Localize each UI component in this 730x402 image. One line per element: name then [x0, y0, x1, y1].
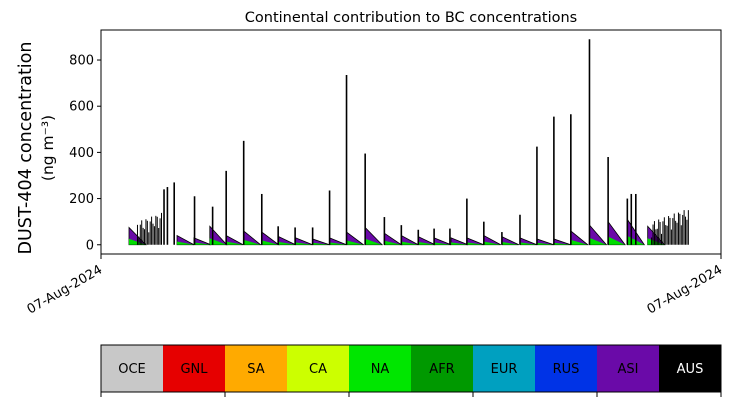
- legend-label-sa: SA: [247, 362, 264, 377]
- legend-swatch-rus: [535, 345, 597, 392]
- legend-swatch-eur: [473, 345, 535, 392]
- continent-color-legend: OCE GNL SA CA NA AFR EUR RUS ASI AUS: [100, 344, 722, 397]
- na-contribution-area: [312, 242, 330, 245]
- legend-frame: [100, 344, 722, 393]
- legend-label-eur: EUR: [491, 362, 518, 377]
- na-contribution-area: [346, 240, 364, 245]
- na-contribution-area: [434, 242, 452, 245]
- na-contribution-area: [466, 242, 484, 245]
- area-layer: [128, 210, 689, 246]
- na-contribution-area: [278, 241, 296, 245]
- x-tick-label: 07-Aug-2024: [25, 262, 105, 317]
- legend-swatch-na: [349, 345, 411, 392]
- na-contribution-area: [589, 237, 607, 245]
- y-axis-label: DUST-404 concentration (ng m⁻³): [16, 42, 57, 255]
- x-axis-ticks: 07-Aug-2024 07-Aug-2024: [25, 254, 725, 318]
- y-tick-label: 600: [69, 100, 94, 115]
- na-contribution-area: [329, 242, 347, 245]
- na-contribution-area: [553, 242, 571, 245]
- legend-swatch-afr: [411, 345, 473, 392]
- na-contribution-area: [243, 239, 261, 245]
- legend-label-asi: ASI: [618, 362, 639, 377]
- na-contribution-area: [365, 238, 383, 245]
- legend-swatch-oce: [101, 345, 163, 392]
- y-tick-label: 400: [69, 146, 94, 161]
- legend-label-ca: CA: [309, 362, 327, 377]
- y-axis-label-line1: DUST-404 concentration: [16, 42, 36, 255]
- na-contribution-area: [226, 241, 244, 245]
- na-contribution-area: [608, 236, 626, 245]
- na-contribution-area: [519, 242, 537, 245]
- legend-label-gnl: GNL: [180, 362, 208, 377]
- legend-label-afr: AFR: [429, 362, 454, 377]
- legend-label-rus: RUS: [553, 362, 580, 377]
- na-contribution-area: [483, 241, 501, 245]
- legend-label-oce: OCE: [118, 362, 146, 377]
- na-contribution-area: [384, 240, 402, 245]
- legend-swatch-aus: [659, 345, 721, 392]
- spike-layer: [163, 39, 637, 245]
- na-contribution-area: [418, 241, 436, 245]
- y-tick-label: 0: [86, 238, 94, 253]
- na-contribution-area: [401, 241, 419, 245]
- legend-swatch-gnl: [163, 345, 225, 392]
- na-contribution-area: [570, 239, 588, 245]
- na-contribution-area: [501, 241, 519, 245]
- y-tick-label: 200: [69, 192, 94, 207]
- na-contribution-area: [295, 242, 313, 245]
- legend-swatch-ca: [287, 345, 349, 392]
- na-contribution-area: [193, 242, 211, 245]
- na-contribution-area: [451, 242, 468, 245]
- na-contribution-area: [177, 241, 194, 245]
- na-contribution-area: [209, 238, 227, 245]
- plot-area: 0 200 400 600 800 07-Aug-2024 07-Aug-2024: [25, 29, 725, 318]
- plot-background: [101, 30, 721, 254]
- na-contribution-area: [261, 240, 279, 245]
- x-tick-label: 07-Aug-2024: [645, 262, 725, 317]
- legend-label-aus: AUS: [677, 362, 704, 377]
- na-contribution-area: [536, 242, 554, 245]
- y-tick-label: 800: [69, 54, 94, 69]
- legend-swatch-sa: [225, 345, 287, 392]
- legend-swatch-asi: [597, 345, 659, 392]
- plot-frame: [100, 29, 722, 255]
- y-axis-label-line2: (ng m⁻³): [39, 115, 57, 181]
- legend-label-na: NA: [371, 362, 390, 377]
- y-axis-ticks: 0 200 400 600 800: [69, 54, 101, 253]
- chart-title: Continental contribution to BC concentra…: [245, 10, 577, 26]
